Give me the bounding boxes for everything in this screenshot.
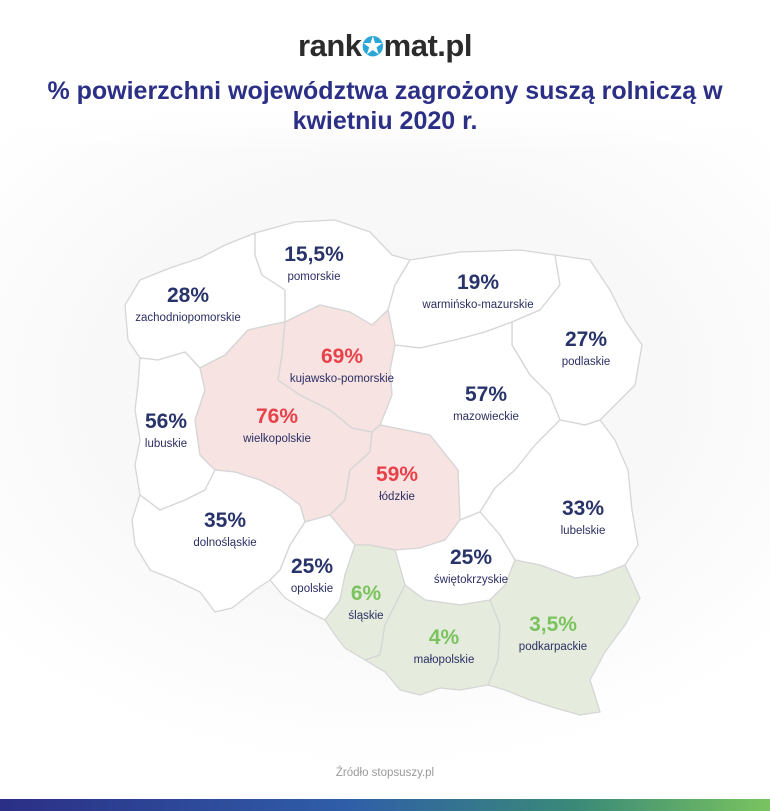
name-malopolskie: małopolskie bbox=[413, 654, 475, 666]
map-title: % powierzchni województwa zagrożony susz… bbox=[47, 77, 723, 135]
value-lubuskie: 56% bbox=[144, 410, 188, 433]
logo-star-icon: ✪ bbox=[361, 32, 385, 62]
label-lodzkie: 59% łódzkie bbox=[376, 463, 418, 503]
name-lubuskie: lubuskie bbox=[144, 438, 188, 450]
name-dolnoslaskie: dolnośląskie bbox=[193, 537, 257, 549]
name-lubelskie: lubelskie bbox=[560, 525, 606, 537]
value-wielkopolskie: 76% bbox=[255, 405, 299, 428]
region-kujawsko-pomorskie bbox=[277, 304, 396, 433]
label-lubuskie: 56% lubuskie bbox=[145, 410, 187, 450]
bottom-gradient-bar bbox=[0, 799, 770, 811]
label-dolnoslaskie: 35% dolnośląskie bbox=[193, 509, 256, 549]
value-podkarpackie: 3,5% bbox=[529, 613, 577, 636]
value-kujawsko-pomorskie: 69% bbox=[320, 345, 364, 368]
name-mazowieckie: mazowieckie bbox=[453, 411, 519, 423]
value-lubelskie: 33% bbox=[561, 497, 605, 520]
value-swietokrzyskie: 25% bbox=[449, 546, 493, 569]
name-wielkopolskie: wielkopolskie bbox=[243, 433, 311, 445]
value-slaskie: 6% bbox=[350, 582, 382, 605]
label-swietokrzyskie: 25% świętokrzyskie bbox=[434, 546, 508, 586]
source-note: Źródło stopsuszy.pl bbox=[335, 767, 435, 779]
region-malopolskie bbox=[364, 584, 501, 696]
label-pomorskie: 15,5% pomorskie bbox=[284, 243, 344, 283]
name-swietokrzyskie: świętokrzyskie bbox=[433, 574, 509, 586]
label-mazowieckie: 57% mazowieckie bbox=[453, 383, 519, 423]
label-slaskie: 6% śląskie bbox=[348, 582, 383, 622]
rankomat-logo: rank✪mat.pl bbox=[0, 28, 770, 64]
name-podlaskie: podlaskie bbox=[561, 356, 611, 368]
label-warminsko-mazurskie: 19% warmińsko-mazurskie bbox=[422, 271, 533, 311]
value-zachodniopomorskie: 28% bbox=[166, 284, 210, 307]
label-podkarpackie: 3,5% podkarpackie bbox=[519, 613, 587, 653]
label-lubelskie: 33% lubelskie bbox=[561, 497, 606, 537]
logo-text-right: mat.pl bbox=[383, 28, 473, 63]
value-lodzkie: 59% bbox=[375, 463, 419, 486]
value-mazowieckie: 57% bbox=[464, 383, 508, 406]
label-wielkopolskie: 76% wielkopolskie bbox=[243, 405, 311, 445]
name-pomorskie: pomorskie bbox=[287, 271, 341, 283]
label-kujawsko-pomorskie: 69% kujawsko-pomorskie bbox=[290, 345, 394, 385]
region-podkarpackie bbox=[487, 559, 641, 716]
header-band bbox=[0, 0, 770, 155]
value-dolnoslaskie: 35% bbox=[203, 509, 247, 532]
name-podkarpackie: podkarpackie bbox=[518, 641, 588, 653]
value-podlaskie: 27% bbox=[564, 328, 608, 351]
value-pomorskie: 15,5% bbox=[284, 243, 344, 266]
logo-text-left: rank bbox=[298, 28, 362, 63]
label-malopolskie: 4% małopolskie bbox=[414, 626, 475, 666]
label-podlaskie: 27% podlaskie bbox=[562, 328, 611, 368]
name-warminsko-mazurskie: warmińsko-mazurskie bbox=[422, 299, 534, 311]
label-opolskie: 25% opolskie bbox=[291, 555, 333, 595]
value-warminsko-mazurskie: 19% bbox=[456, 271, 500, 294]
name-zachodniopomorskie: zachodniopomorskie bbox=[135, 312, 241, 324]
name-lodzkie: łódzkie bbox=[379, 491, 415, 503]
label-zachodniopomorskie: 28% zachodniopomorskie bbox=[135, 284, 240, 324]
name-kujawsko-pomorskie: kujawsko-pomorskie bbox=[289, 373, 395, 385]
name-slaskie: śląskie bbox=[348, 610, 384, 622]
name-opolskie: opolskie bbox=[290, 583, 334, 595]
value-opolskie: 25% bbox=[290, 555, 334, 578]
value-malopolskie: 4% bbox=[428, 626, 460, 649]
region-opolskie bbox=[269, 514, 356, 621]
